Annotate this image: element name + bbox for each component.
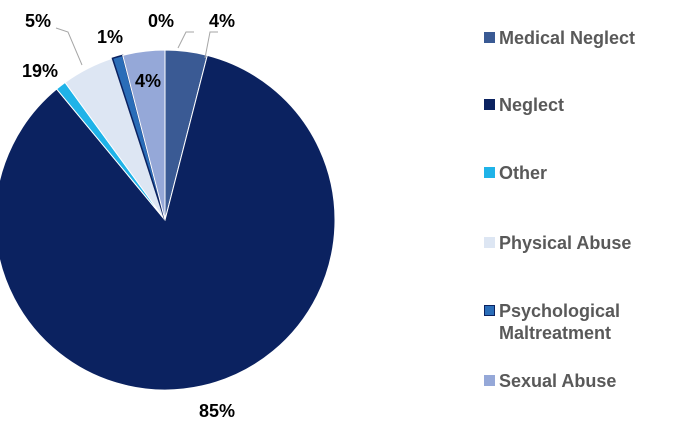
leader-line [204,31,218,59]
leader-line [177,31,194,49]
legend-swatch [484,375,495,386]
legend-swatch [484,99,495,110]
legend-item: Psychological Maltreatment [484,300,683,344]
leader-line [55,27,83,66]
data-label: 4% [209,11,235,31]
pie-slice [0,54,336,391]
legend-swatch [484,167,495,178]
legend-item: Sexual Abuse [484,370,683,392]
legend-swatch [484,237,495,248]
legend-item: Medical Neglect [484,27,683,49]
annotation: 0% [148,11,174,31]
legend-label: Psychological Maltreatment [499,301,621,343]
legend-label: Other [499,163,548,183]
pie-slice [122,49,166,221]
annotation: 19% [22,61,58,81]
legend-label: Neglect [499,95,565,115]
legend-swatch [484,32,495,43]
data-label: 4% [135,71,161,91]
legend-swatch [484,305,495,316]
data-label: 1% [97,27,123,47]
legend-item: Other [484,162,683,184]
data-label: 85% [199,401,235,421]
legend-item: Physical Abuse [484,232,683,254]
legend-label: Physical Abuse [499,233,632,253]
legend-item: Neglect [484,94,683,116]
pie-area: 4% 85% 5% 1% 4% 19% 0% [0,11,336,421]
legend-label: Medical Neglect [499,28,636,48]
data-label: 5% [25,11,51,31]
legend-label: Sexual Abuse [499,371,617,391]
